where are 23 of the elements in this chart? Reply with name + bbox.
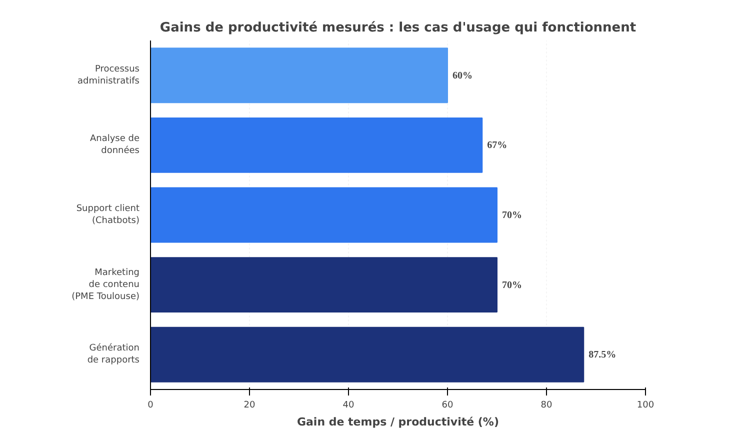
bar <box>150 326 584 382</box>
x-tick-label: 40 <box>342 400 354 410</box>
x-tick-label: 100 <box>636 400 654 410</box>
chart-title: Gains de productivité mesurés : les cas d'usage qui fonctionnent <box>160 20 636 36</box>
x-tick-label: 0 <box>148 400 154 410</box>
y-tick-label: Génération de rapports <box>87 342 140 366</box>
x-tick-label: 80 <box>540 400 552 410</box>
y-tick-label: Processus administratifs <box>77 64 140 86</box>
bar <box>150 187 498 243</box>
x-tick-label: 60 <box>442 400 454 410</box>
data-label: 70% <box>502 210 522 221</box>
data-label: 87.5% <box>588 350 616 361</box>
x-axis-title: Gain de temps / productivité (%) <box>297 416 500 428</box>
x-tick-label: 20 <box>244 400 256 410</box>
bar <box>150 257 498 313</box>
data-label: 60% <box>452 70 472 82</box>
bar <box>150 48 448 104</box>
y-tick-label: Support client (Chatbots) <box>76 204 140 226</box>
bar <box>150 117 483 173</box>
data-label: 70% <box>502 280 522 291</box>
data-label: 67% <box>487 140 508 152</box>
y-tick-label: Marketing de contenu (PME Toulouse) <box>72 268 140 302</box>
y-tick-label: Analyse de données <box>90 134 140 156</box>
